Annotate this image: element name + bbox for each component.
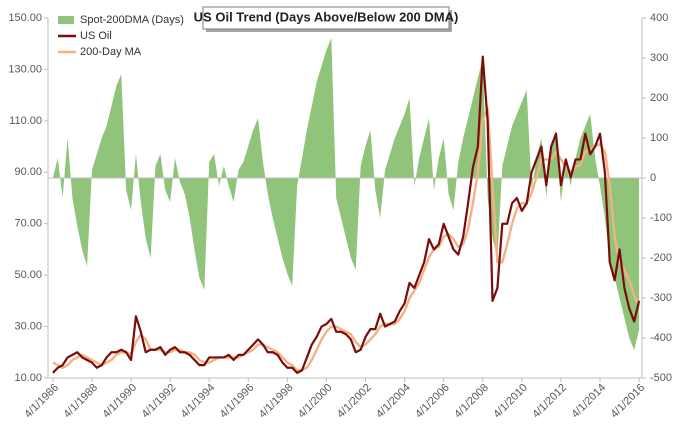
line bbox=[52, 55, 641, 374]
legend-label: 200-Day MA bbox=[80, 46, 142, 58]
legend: Spot-200DMA (Days) US Oil 200-Day MA bbox=[54, 10, 194, 64]
chart-title: US Oil Trend (Days Above/Below 200 DMA) bbox=[194, 9, 459, 24]
y-tick-label: 30.00 bbox=[14, 320, 42, 332]
y2-tick-label: 200 bbox=[650, 92, 668, 104]
y2-tick-label: -100 bbox=[650, 212, 672, 224]
y2-tick-label: 100 bbox=[650, 132, 668, 144]
y2-tick-label: -200 bbox=[650, 252, 672, 264]
y-tick-label: 150.00 bbox=[8, 12, 42, 24]
area bbox=[52, 38, 640, 350]
y-tick-label: 70.00 bbox=[14, 218, 42, 230]
legend-box bbox=[54, 10, 194, 64]
y2-tick-label: -500 bbox=[650, 372, 672, 384]
y2-tick-label: 400 bbox=[650, 12, 668, 24]
legend-label: US Oil bbox=[80, 30, 112, 42]
y-tick-label: 90.00 bbox=[14, 166, 42, 178]
title-box bbox=[202, 6, 450, 30]
y-tick-label: 10.00 bbox=[14, 372, 42, 384]
legend-swatch bbox=[58, 16, 74, 24]
y2-tick-label: 0 bbox=[650, 172, 656, 184]
y-tick-label: 110.00 bbox=[9, 115, 42, 127]
y2-tick-label: 300 bbox=[650, 52, 668, 64]
y2-tick-label: -300 bbox=[650, 292, 672, 304]
y2-tick-label: -400 bbox=[650, 332, 672, 344]
legend-label: Spot-200DMA (Days) bbox=[80, 14, 184, 26]
y-tick-label: 130.00 bbox=[8, 63, 42, 75]
y-tick-label: 50.00 bbox=[14, 269, 42, 281]
